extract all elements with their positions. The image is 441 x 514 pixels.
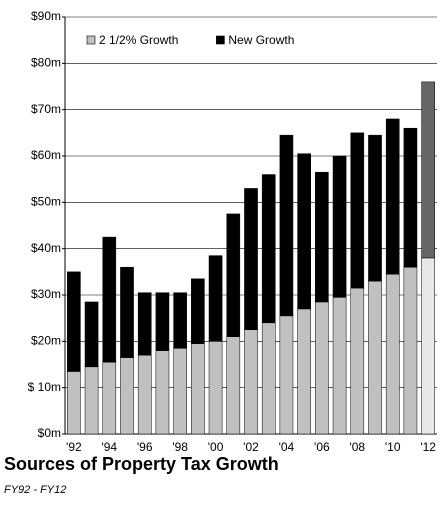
chart-title: Sources of Property Tax Growth xyxy=(4,454,279,474)
bar-segment xyxy=(403,127,418,268)
bar-segment xyxy=(315,301,329,435)
bar-segment xyxy=(297,308,311,435)
bar-segment xyxy=(208,341,223,435)
bar-segment xyxy=(120,266,134,358)
bar-segment xyxy=(244,188,258,330)
y-tick-label: $20m xyxy=(31,334,61,348)
bar-segment xyxy=(208,255,223,342)
legend-swatch xyxy=(216,35,225,45)
x-tick-label: '94 xyxy=(101,440,117,454)
y-tick-label: $80m xyxy=(31,56,61,70)
y-tick-label: $50m xyxy=(31,195,61,209)
bar-segment xyxy=(403,266,418,435)
bar-segment xyxy=(120,357,134,435)
bar-segment xyxy=(226,213,241,337)
bar-segment xyxy=(137,292,152,356)
bar-segment xyxy=(84,366,99,435)
bar-segment xyxy=(385,118,400,275)
y-tick-label: $ 10m xyxy=(28,380,61,394)
x-tick-label: '02 xyxy=(243,440,259,454)
bar-segment xyxy=(244,329,258,435)
bar-segment xyxy=(368,280,382,435)
bar-segment xyxy=(155,350,170,435)
bar-segment xyxy=(191,278,205,344)
y-tick-label: $30m xyxy=(31,287,61,301)
bar-segment xyxy=(315,171,329,303)
bar-segment xyxy=(350,132,365,289)
bar-segment xyxy=(261,174,276,324)
y-tick-label: $70m xyxy=(31,102,61,116)
x-tick-label: '96 xyxy=(137,440,153,454)
bar-segment xyxy=(191,343,205,435)
bar-segment xyxy=(155,292,170,351)
bar-segment xyxy=(332,297,347,435)
x-tick-label: '98 xyxy=(172,440,188,454)
bar-segment xyxy=(385,273,400,435)
bar-segment xyxy=(297,153,311,310)
bar-segment xyxy=(279,134,294,317)
x-tick-label: '12 xyxy=(420,440,436,454)
bar-segment xyxy=(67,371,81,435)
y-tick-label: $40m xyxy=(31,241,61,255)
chart-subtitle: FY92 - FY12 xyxy=(4,484,66,496)
legend-label: New Growth xyxy=(228,33,294,47)
x-tick-label: '06 xyxy=(314,440,330,454)
bar-segment xyxy=(137,354,152,435)
x-tick-label: '04 xyxy=(279,440,295,454)
legend-swatch xyxy=(86,35,96,45)
bar-segment xyxy=(350,287,365,435)
bar-segment xyxy=(421,257,435,435)
bar-segment xyxy=(102,361,117,435)
x-tick-label: '92 xyxy=(66,440,82,454)
bar-segment xyxy=(279,315,294,435)
bar-segment xyxy=(368,134,382,282)
bar-segment xyxy=(84,301,99,368)
bar-segment xyxy=(102,236,117,363)
bar-segment xyxy=(261,322,276,435)
bar-segment xyxy=(332,155,347,298)
x-tick-label: '08 xyxy=(349,440,365,454)
bar-segment xyxy=(421,81,435,259)
x-tick-label: '10 xyxy=(385,440,401,454)
y-tick-label: $60m xyxy=(31,148,61,162)
y-tick-label: $90m xyxy=(31,9,61,23)
y-tick-label: $0m xyxy=(38,426,61,440)
bar-segment xyxy=(173,292,187,349)
bar-segment xyxy=(173,348,187,435)
legend-label: 2 1/2% Growth xyxy=(99,33,178,47)
x-tick-label: '00 xyxy=(208,440,224,454)
bar-segment xyxy=(67,271,81,372)
bar-segment xyxy=(226,336,241,435)
